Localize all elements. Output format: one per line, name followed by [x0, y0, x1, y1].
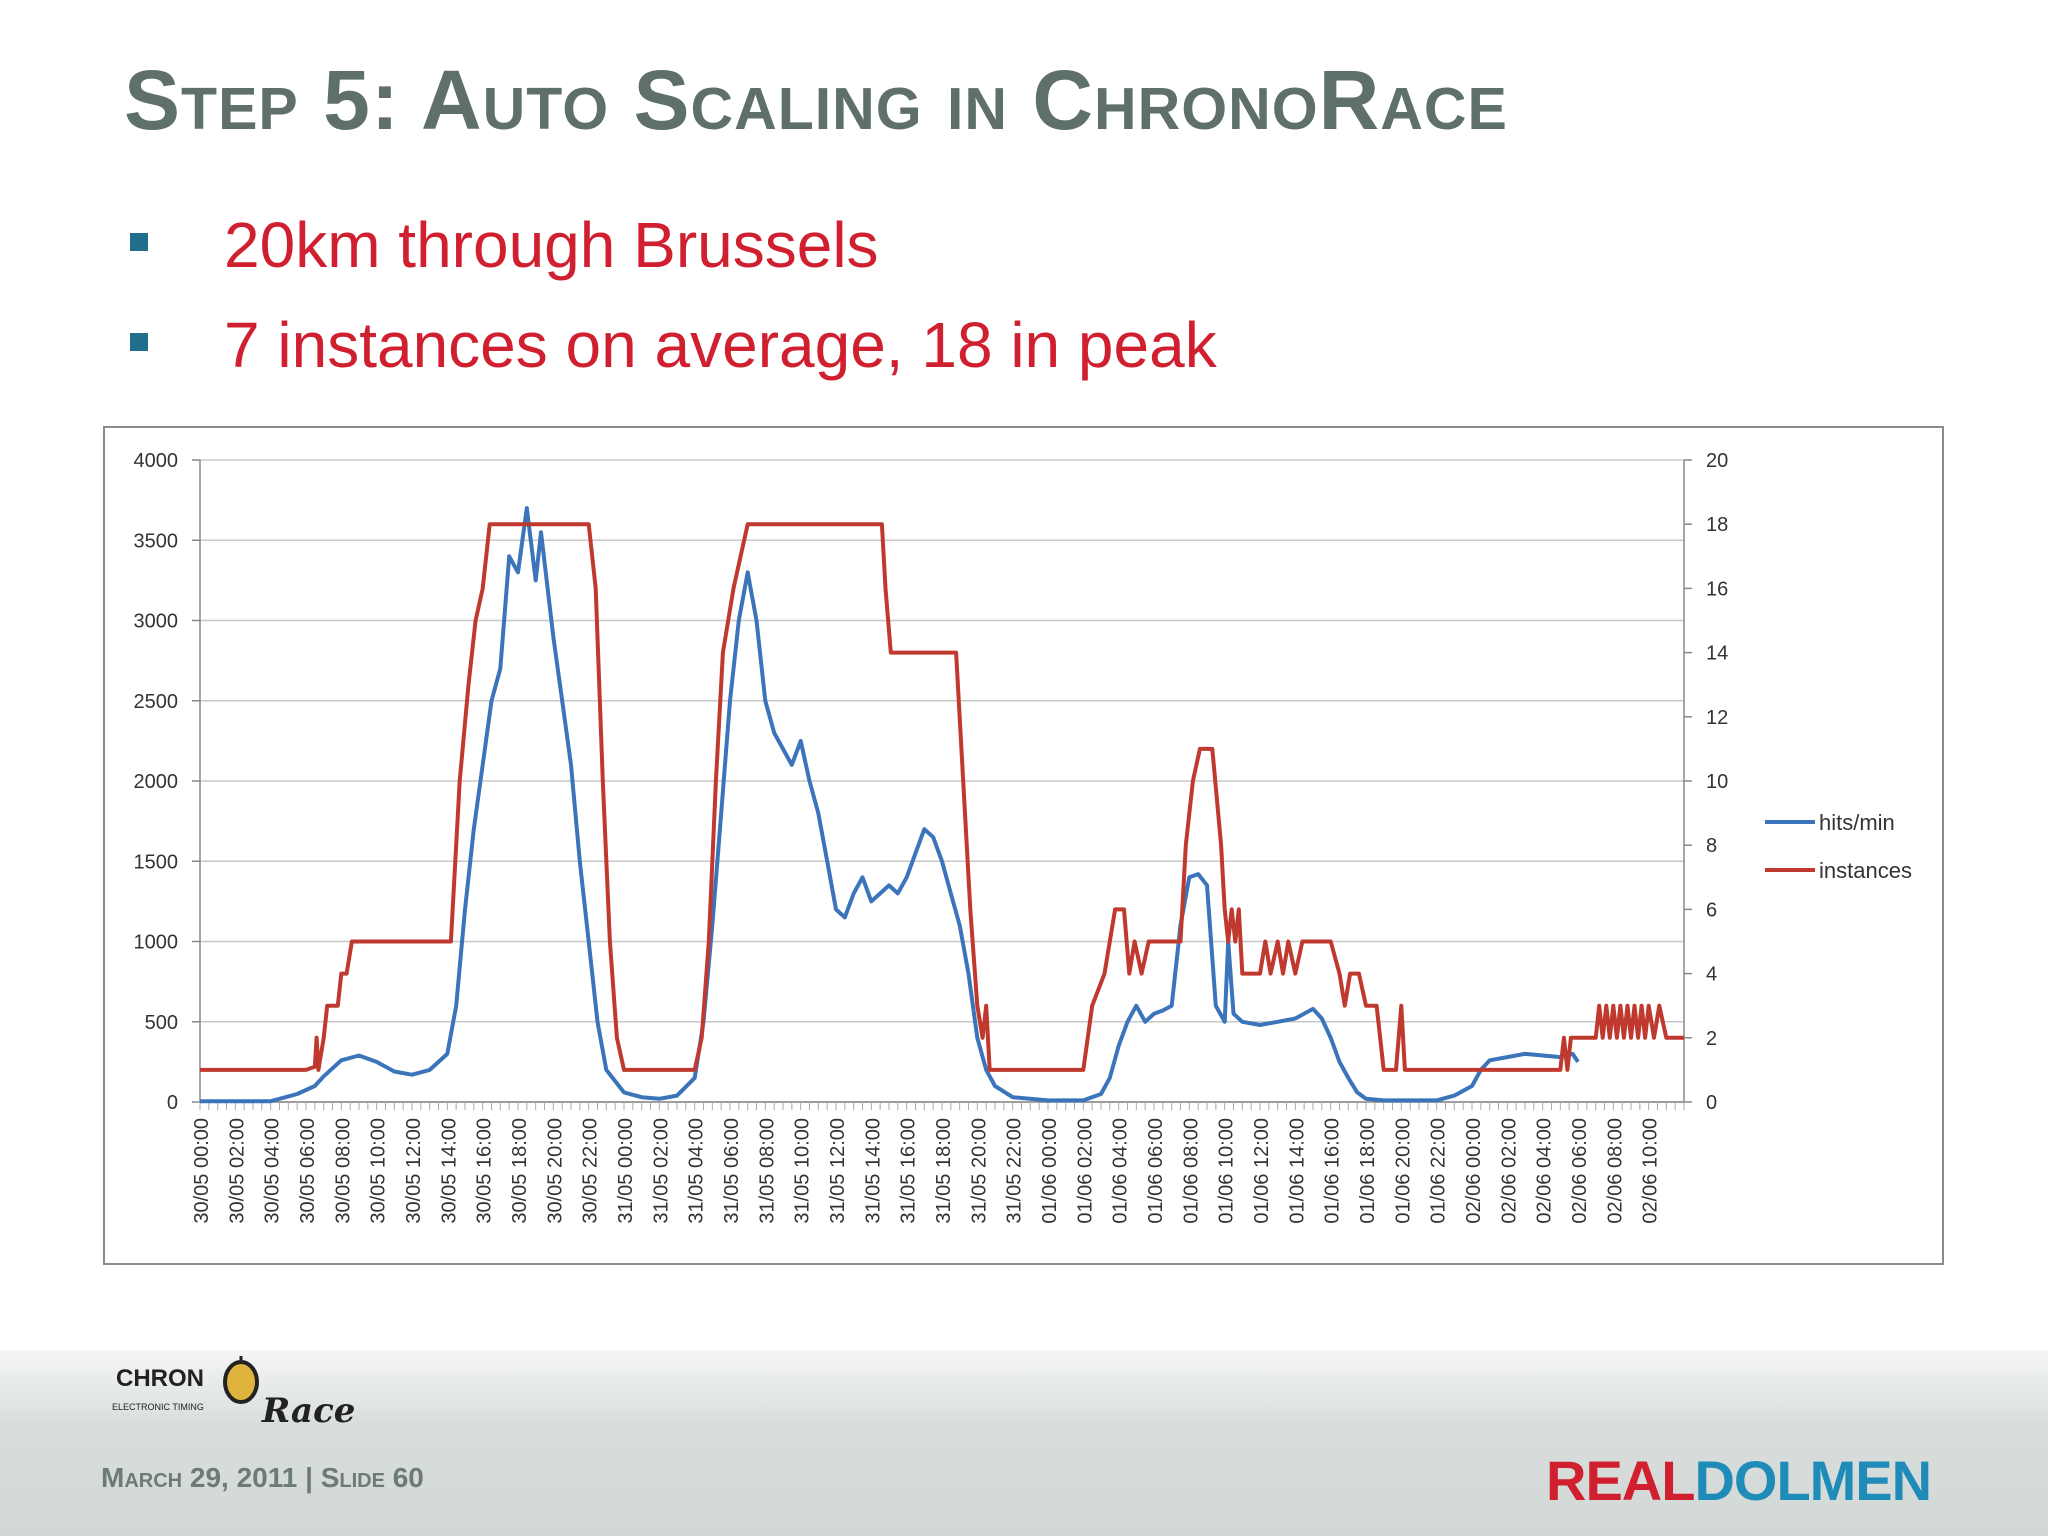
x-tick-label: 30/05 14:00 [438, 1118, 460, 1224]
logo-dolmen-text: DOLMEN [1694, 1449, 1932, 1512]
y-right-tick-label: 12 [1706, 707, 1728, 729]
logo-main-text: CHRON [116, 1365, 204, 1392]
legend-label: hits/min [1819, 810, 1895, 835]
x-tick-label: 30/05 16:00 [474, 1118, 496, 1224]
x-tick-label: 31/05 22:00 [1004, 1118, 1026, 1224]
x-tick-label: 31/05 02:00 [650, 1118, 672, 1224]
chart-frame: 0 500 1000 1500 2000 2500 3000 3500 4000 0 2 4 6 8 10 1… [103, 426, 1944, 1265]
x-tick-label: 01/06 12:00 [1251, 1118, 1273, 1224]
x-tick-label: 01/06 10:00 [1216, 1118, 1238, 1224]
x-tick-label: 01/06 00:00 [1039, 1118, 1061, 1224]
y-right-tick-label: 6 [1706, 899, 1717, 921]
slide-footer: March 29, 2011 | Slide 60 [101, 1462, 424, 1493]
x-tick-label: 02/06 06:00 [1569, 1118, 1591, 1224]
x-tick-label: 30/05 10:00 [368, 1118, 390, 1224]
x-tick-label: 01/06 16:00 [1322, 1118, 1344, 1224]
x-tick-label: 30/05 04:00 [262, 1118, 284, 1224]
x-tick-label: 31/05 12:00 [827, 1118, 849, 1224]
y-left-tick-label: 0 [167, 1092, 178, 1114]
y-left-tick-label: 3500 [134, 530, 179, 552]
x-tick-label: 30/05 00:00 [191, 1118, 213, 1224]
y-right-tick-label: 4 [1706, 964, 1717, 986]
legend-label: instances [1819, 858, 1912, 883]
square-bullet-icon [130, 233, 148, 251]
x-tick-label: 31/05 08:00 [756, 1118, 778, 1224]
x-tick-label: 30/05 02:00 [226, 1118, 248, 1224]
y-left-tick-label: 2500 [134, 691, 179, 713]
x-tick-label: 02/06 02:00 [1498, 1118, 1520, 1224]
x-tick-label: 31/05 18:00 [933, 1118, 955, 1224]
x-tick-label: 01/06 14:00 [1286, 1118, 1308, 1224]
y-right-tick-label: 18 [1706, 514, 1728, 536]
footer-band [0, 1350, 2048, 1536]
bullet-text: 20km through Brussels [224, 209, 879, 281]
y-left-tick-label: 4000 [134, 450, 179, 472]
line-chart: 0 500 1000 1500 2000 2500 3000 3500 4000 0 2 4 6 8 10 1… [134, 450, 1912, 1224]
x-tick-label: 01/06 02:00 [1074, 1118, 1096, 1224]
logo-sub-text: ELECTRONIC TIMING [112, 1402, 204, 1412]
x-tick-label: 30/05 22:00 [580, 1118, 602, 1224]
chronorace-logo: CHRON ELECTRONIC TIMING Race [112, 1354, 372, 1439]
y-left-tick-label: 1000 [134, 932, 179, 954]
x-tick-label: 02/06 10:00 [1640, 1118, 1662, 1224]
x-tick-label: 01/06 18:00 [1357, 1118, 1379, 1224]
slide-title: Step 5: Auto Scaling in ChronoRace [124, 53, 1508, 147]
x-tick-label: 01/06 08:00 [1180, 1118, 1202, 1224]
y-right-tick-label: 16 [1706, 578, 1728, 600]
x-tick-label: 02/06 08:00 [1604, 1118, 1626, 1224]
x-tick-label: 31/05 16:00 [898, 1118, 920, 1224]
x-tick-label: 01/06 22:00 [1428, 1118, 1450, 1224]
x-tick-label: 30/05 08:00 [332, 1118, 354, 1224]
y-right-tick-label: 0 [1706, 1092, 1717, 1114]
x-tick-label: 01/06 20:00 [1392, 1118, 1414, 1224]
x-tick-label: 02/06 04:00 [1534, 1118, 1556, 1224]
x-tick-label: 30/05 18:00 [509, 1118, 531, 1224]
series-line-instances [200, 522, 1684, 1072]
y-left-tick-label: 500 [145, 1012, 178, 1034]
y-left-tick-label: 3000 [134, 611, 179, 633]
x-tick-label: 30/05 06:00 [297, 1118, 319, 1224]
realdolmen-logo: REALDOLMEN [1546, 1448, 1932, 1513]
y-right-tick-label: 8 [1706, 835, 1717, 857]
x-tick-label: 31/05 00:00 [615, 1118, 637, 1224]
square-bullet-icon [130, 333, 148, 351]
series-line-hits-min [200, 506, 1580, 1104]
x-tick-label: 30/05 20:00 [544, 1118, 566, 1224]
x-tick-label: 01/06 04:00 [1110, 1118, 1132, 1224]
y-right-tick-label: 14 [1706, 643, 1728, 665]
y-left-tick-label: 2000 [134, 771, 179, 793]
y-right-tick-label: 10 [1706, 771, 1728, 793]
x-tick-label: 31/05 10:00 [792, 1118, 814, 1224]
y-right-tick-label: 2 [1706, 1028, 1717, 1050]
bullet-text: 7 instances on average, 18 in peak [224, 309, 1217, 381]
y-right-tick-label: 20 [1706, 450, 1728, 472]
y-left-tick-label: 1500 [134, 851, 179, 873]
logo-real-text: REAL [1546, 1449, 1695, 1512]
logo-script-text: Race [261, 1391, 355, 1431]
x-tick-label: 31/05 14:00 [862, 1118, 884, 1224]
x-tick-label: 31/05 20:00 [968, 1118, 990, 1224]
x-tick-label: 02/06 00:00 [1463, 1118, 1485, 1224]
stopwatch-icon [223, 1360, 259, 1404]
x-tick-label: 31/05 04:00 [686, 1118, 708, 1224]
x-tick-label: 31/05 06:00 [721, 1118, 743, 1224]
x-tick-label: 30/05 12:00 [403, 1118, 425, 1224]
x-tick-label: 01/06 06:00 [1145, 1118, 1167, 1224]
